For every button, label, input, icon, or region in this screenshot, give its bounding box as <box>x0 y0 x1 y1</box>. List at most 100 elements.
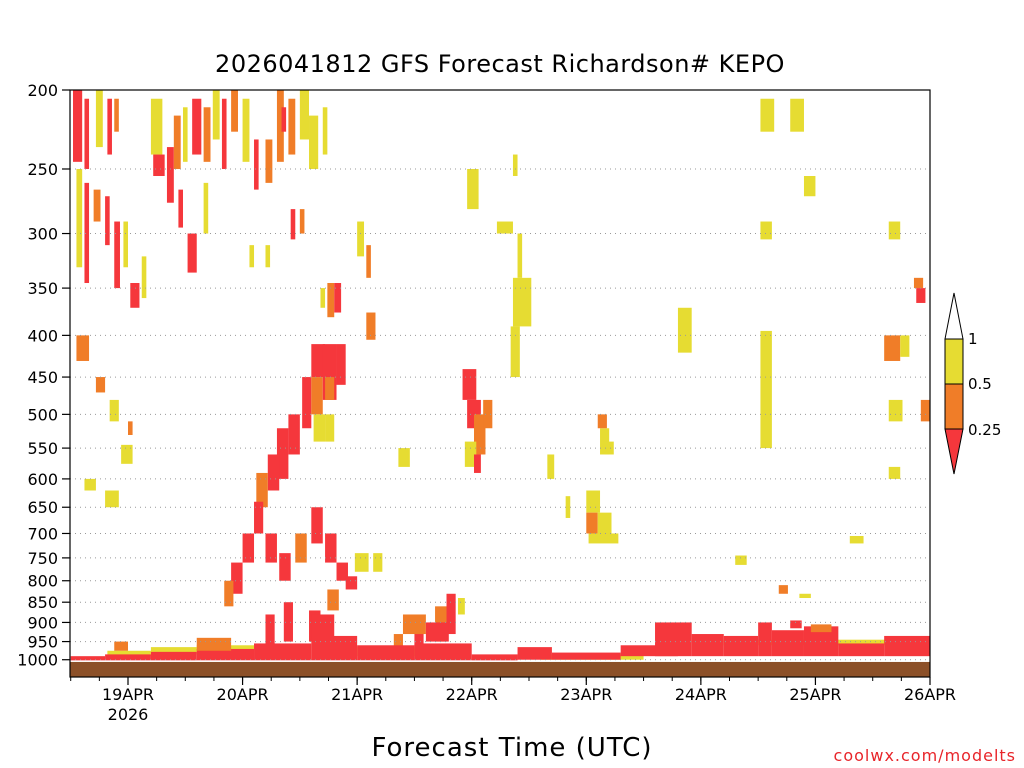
y-tick-label: 450 <box>27 368 58 387</box>
heatmap-cell <box>105 654 151 661</box>
heatmap-cell <box>105 196 110 246</box>
heatmap-cell <box>283 602 293 642</box>
x-tick-label: 23APR <box>560 685 612 704</box>
heatmap-cell <box>425 622 449 642</box>
heatmap-cell <box>483 399 493 429</box>
heatmap-cell <box>254 643 312 661</box>
gridlines <box>70 168 930 661</box>
heatmap-cell <box>760 221 772 240</box>
heatmap-cell <box>900 335 910 357</box>
y-tick-label: 700 <box>27 524 58 543</box>
heatmap-cell <box>182 107 188 162</box>
heatmap-cell <box>799 593 811 599</box>
heatmap-cell <box>620 645 678 657</box>
heatmap-cells <box>70 90 930 662</box>
y-tick-label: 850 <box>27 593 58 612</box>
ground-band <box>70 660 930 677</box>
credit-text[interactable]: coolwx.com/modelts <box>833 746 1016 765</box>
heatmap-cell <box>586 512 598 534</box>
heatmap-cell <box>249 245 255 268</box>
heatmap-cell <box>166 147 174 203</box>
heatmap-cell <box>221 98 227 169</box>
heatmap-cell <box>299 90 310 140</box>
heatmap-cell <box>354 553 369 572</box>
heatmap-cell <box>320 288 326 308</box>
heatmap-cell <box>920 399 930 422</box>
heatmap-cell <box>402 614 426 635</box>
heatmap-cell <box>107 98 112 155</box>
heatmap-cell <box>325 377 335 400</box>
heatmap-cell <box>299 209 305 234</box>
heatmap-cell <box>888 399 903 422</box>
heatmap-cell <box>510 326 520 378</box>
heatmap-cell <box>265 614 275 646</box>
heatmap-cell <box>345 576 358 590</box>
heatmap-cell <box>203 107 211 162</box>
heatmap-cell <box>84 478 96 491</box>
heatmap-cell <box>604 441 614 455</box>
heatmap-cell <box>114 641 128 651</box>
heatmap-cell <box>758 622 772 657</box>
colorbar-label: 0.5 <box>968 375 992 393</box>
heatmap-cell <box>597 512 612 539</box>
heatmap-cell <box>464 441 477 467</box>
heatmap-cell <box>474 414 486 455</box>
heatmap-cell <box>655 622 692 657</box>
heatmap-cell <box>288 414 300 455</box>
heatmap-cell <box>723 635 759 657</box>
plot-frame <box>69 89 931 678</box>
chart-title: 2026041812 GFS Forecast Richardson# KEPO <box>215 50 785 78</box>
ground-fill <box>70 661 930 677</box>
heatmap-cell <box>462 369 477 400</box>
heatmap-cell <box>242 98 250 162</box>
heatmap-cell <box>760 98 775 132</box>
x-tick-label: 25APR <box>789 685 841 704</box>
heatmap-cell <box>565 496 571 518</box>
heatmap-cell <box>311 507 323 544</box>
colorbar-white-cap <box>944 292 964 340</box>
heatmap-cell <box>517 647 552 660</box>
heatmap-cell <box>334 283 342 313</box>
heatmap-cell <box>150 651 197 661</box>
heatmap-cell <box>803 176 816 197</box>
heatmap-cell <box>913 277 924 289</box>
heatmap-cell <box>311 344 326 378</box>
heatmap-cell <box>84 182 90 284</box>
heatmap-cell <box>311 635 358 661</box>
heatmap-cell <box>366 245 371 278</box>
heatmap-cell <box>551 652 621 660</box>
heatmap-cell <box>393 634 403 657</box>
heatmap-cell <box>790 98 804 132</box>
heatmap-cell <box>173 115 181 169</box>
colorbar-legend: 1 0.5 0.25 <box>944 292 1001 475</box>
heatmap-cell <box>446 593 456 635</box>
x-tick-label: 21APR <box>331 685 383 704</box>
x-tick-label: 22APR <box>446 685 498 704</box>
y-tick-label: 800 <box>27 572 58 591</box>
heatmap-cell <box>325 533 337 563</box>
heatmap-cell <box>512 277 532 327</box>
heatmap-cell <box>279 553 291 581</box>
heatmap-cell <box>888 466 901 479</box>
heatmap-cell <box>150 98 163 155</box>
heatmap-cell <box>588 533 619 544</box>
heatmap-cell <box>123 221 128 268</box>
heatmap-cell <box>121 444 133 464</box>
x-axis-label: Forecast Time (UTC) <box>371 733 653 763</box>
heatmap-cell <box>93 189 101 222</box>
heatmap-cell <box>916 288 926 303</box>
heatmap-cell <box>790 620 802 629</box>
heatmap-cell <box>231 562 243 594</box>
x-tick-label: 24APR <box>675 685 727 704</box>
heatmap-cell <box>281 107 287 132</box>
heatmap-cell <box>357 645 415 661</box>
heatmap-cell <box>849 535 864 544</box>
heatmap-cell <box>771 630 804 657</box>
heatmap-cell <box>474 454 481 473</box>
heatmap-cell <box>311 377 323 415</box>
heatmap-cell <box>313 414 326 442</box>
heatmap-cell <box>586 490 601 513</box>
y-tick-label: 350 <box>27 279 58 298</box>
heatmap-cell <box>309 115 319 169</box>
heatmap-cell <box>203 182 209 234</box>
